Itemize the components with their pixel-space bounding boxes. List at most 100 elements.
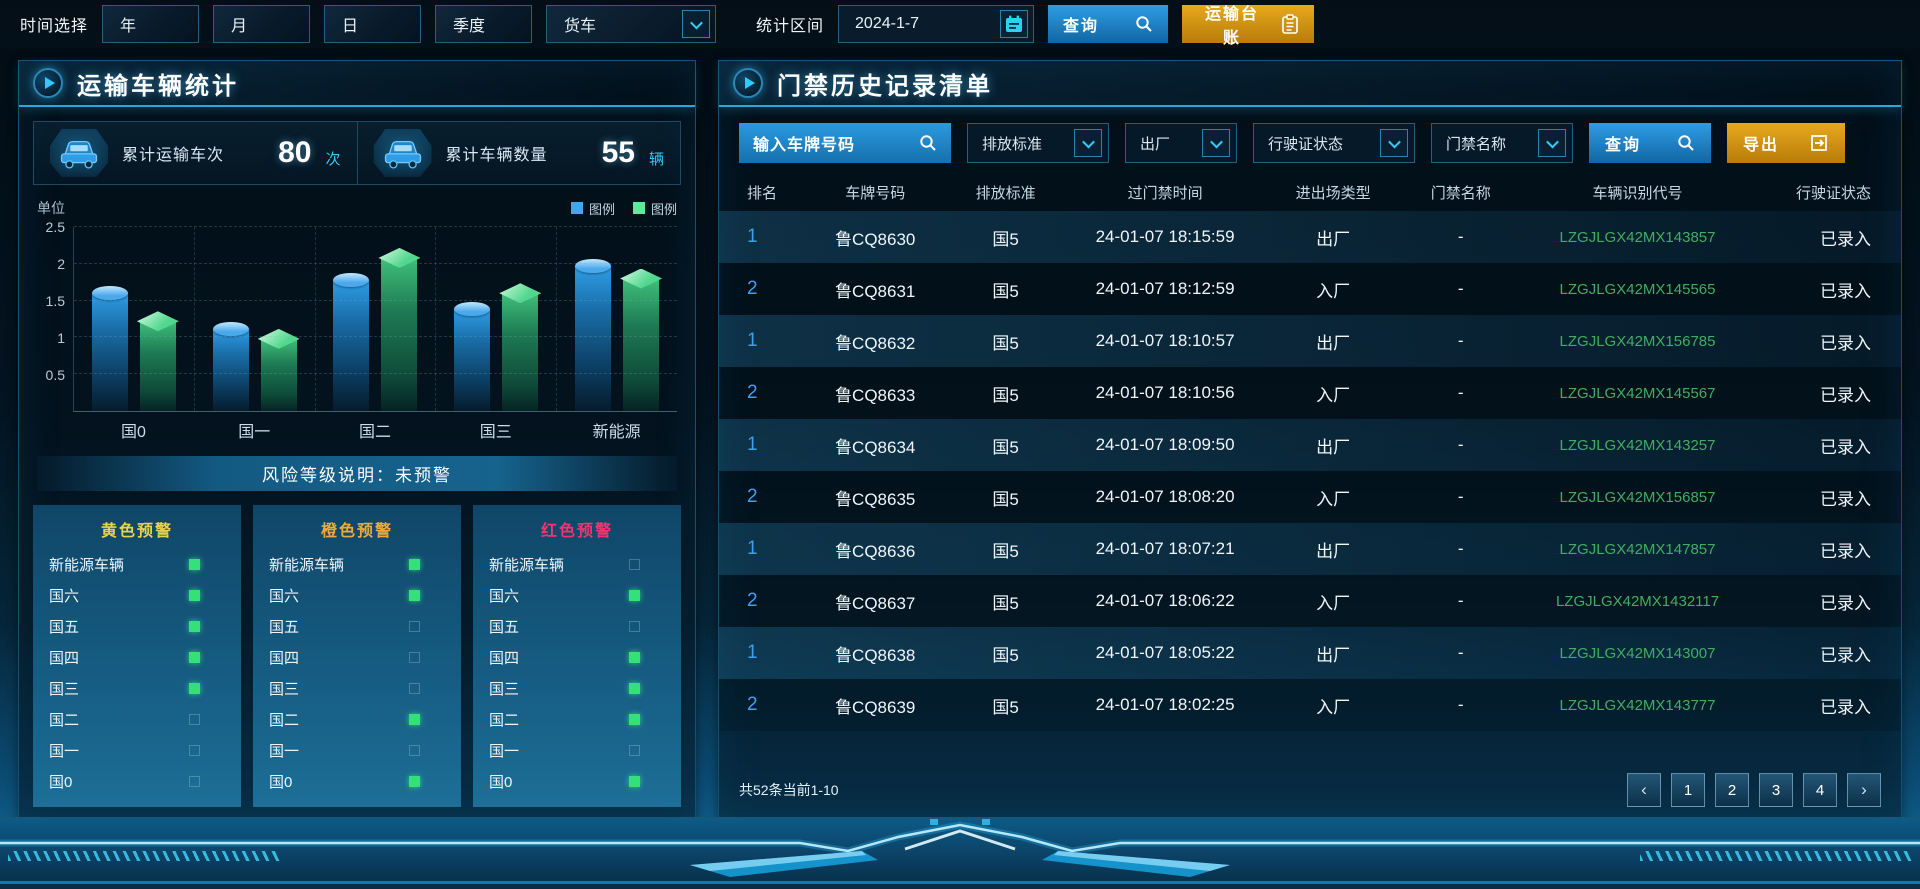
time-button-1[interactable]: 月 xyxy=(213,5,311,43)
page-button-1[interactable]: 1 xyxy=(1671,773,1705,807)
time-button-0[interactable]: 年 xyxy=(102,5,200,43)
cell-3: 24-01-07 18:10:57 xyxy=(1095,331,1235,350)
plate-search-input[interactable]: 输入车牌号码 xyxy=(739,123,951,163)
filter-dropdown-2[interactable]: 行驶证状态 xyxy=(1253,123,1415,163)
chevron-down-icon xyxy=(1202,129,1230,157)
cell-0: 2 xyxy=(747,278,758,299)
cell-3: 24-01-07 18:02:25 xyxy=(1095,695,1235,714)
export-button[interactable]: 导出 xyxy=(1727,123,1845,163)
cell-5: - xyxy=(1457,487,1464,506)
table-row-6[interactable]: 1 鲁CQ8636 国5 24-01-07 18:07:21 出厂 - LZGJLGX42M… xyxy=(719,523,1901,575)
indicator-on xyxy=(189,590,201,601)
warning-item: 新能源车辆 xyxy=(269,549,445,580)
warning-label: 国三 xyxy=(49,681,80,698)
calendar-icon[interactable] xyxy=(1000,10,1029,38)
chevron-down-icon xyxy=(1538,129,1566,157)
warning-item: 国五 xyxy=(49,611,225,642)
table-row-8[interactable]: 1 鲁CQ8638 国5 24-01-07 18:05:22 出厂 - LZGJLGX42M… xyxy=(719,627,1901,679)
filter-dropdown-label: 门禁名称 xyxy=(1446,135,1507,153)
warning-label: 国一 xyxy=(269,743,300,760)
bar-green-0 xyxy=(139,321,176,411)
x-tick-label-2: 国二 xyxy=(358,424,391,441)
table-query-button[interactable]: 查询 xyxy=(1589,123,1711,163)
stat-card-vehicles: 累计车辆数量 55 辆 xyxy=(356,122,681,184)
cell-4: 出厂 xyxy=(1316,541,1351,561)
chevron-glyph xyxy=(689,16,703,29)
cell-2: 国5 xyxy=(992,645,1019,665)
bar-blue-3 xyxy=(454,302,491,411)
table-row-2[interactable]: 1 鲁CQ8632 国5 24-01-07 18:10:57 出厂 - LZGJLGX42M… xyxy=(719,315,1901,367)
legend-swatch xyxy=(570,202,583,214)
filter-dropdown-label: 排放标准 xyxy=(982,135,1043,153)
cell-1: 鲁CQ8630 xyxy=(835,229,916,249)
stat-value: 80 xyxy=(278,136,312,169)
gridline xyxy=(74,373,677,375)
warning-column-0: 黄色预警 新能源车辆 国六 国五 国四 国三 国二 国一 国0 xyxy=(33,505,241,807)
prev-page-button[interactable]: ‹ xyxy=(1627,773,1661,807)
warning-item: 国一 xyxy=(489,735,665,766)
next-page-button[interactable]: › xyxy=(1847,773,1881,807)
warning-label: 新能源车辆 xyxy=(489,557,565,574)
page-button-4[interactable]: 4 xyxy=(1803,773,1837,807)
indicator-on xyxy=(629,776,641,787)
legend-item-0: 图例 xyxy=(570,199,615,218)
warning-label: 国六 xyxy=(49,588,80,605)
table-row-0[interactable]: 1 鲁CQ8630 国5 24-01-07 18:15:59 出厂 - LZGJLGX42M… xyxy=(719,211,1901,263)
table-row-9[interactable]: 2 鲁CQ8639 国5 24-01-07 18:02:25 入厂 - LZGJLGX42M… xyxy=(719,679,1901,731)
topbar: 时间选择 年月日季度 货车 统计区间 2024-1-7 查询 xyxy=(0,0,1920,48)
pagination-summary: 共52条当前1-10 xyxy=(739,782,839,798)
page-button-3[interactable]: 3 xyxy=(1759,773,1793,807)
column-header-7: 行驶证状态 xyxy=(1795,184,1871,202)
filter-dropdown-0[interactable]: 排放标准 xyxy=(967,123,1109,163)
stat-unit: 辆 xyxy=(648,150,664,168)
stat-card-trips: 累计运输车次 80 次 xyxy=(34,122,357,184)
indicator-on xyxy=(189,652,201,663)
warning-item: 国六 xyxy=(269,580,445,611)
table-row-3[interactable]: 2 鲁CQ8633 国5 24-01-07 18:10:56 入厂 - LZGJLGX42M… xyxy=(719,367,1901,419)
indicator-off xyxy=(189,745,201,756)
time-button-2[interactable]: 日 xyxy=(324,5,422,43)
warning-label: 国四 xyxy=(489,650,520,667)
footer-decoration xyxy=(0,817,1920,889)
vehicle-type-select[interactable]: 货车 xyxy=(546,5,717,43)
warning-item: 国五 xyxy=(269,611,445,642)
filter-dropdown-3[interactable]: 门禁名称 xyxy=(1431,123,1573,163)
indicator-on xyxy=(629,714,641,725)
table-row-1[interactable]: 2 鲁CQ8631 国5 24-01-07 18:12:59 入厂 - LZGJLGX42M… xyxy=(719,263,1901,315)
date-input[interactable]: 2024-1-7 xyxy=(838,5,1035,43)
table-row-4[interactable]: 1 鲁CQ8634 国5 24-01-07 18:09:50 出厂 - LZGJLGX42M… xyxy=(719,419,1901,471)
indicator-on xyxy=(629,590,641,601)
cell-4: 入厂 xyxy=(1316,593,1351,613)
warning-item: 国三 xyxy=(49,673,225,704)
legend-label: 图例 xyxy=(650,201,677,217)
ledger-button[interactable]: 运输台账 xyxy=(1182,5,1315,47)
table-row-5[interactable]: 2 鲁CQ8635 国5 24-01-07 18:08:20 入厂 - LZGJLGX42M… xyxy=(719,471,1901,523)
cell-6: LZGJLGX42MX145565 xyxy=(1559,280,1716,298)
plate-search-placeholder: 输入车牌号码 xyxy=(753,137,856,154)
car-glyph xyxy=(384,140,421,169)
warning-label: 国一 xyxy=(489,743,520,760)
indicator-off xyxy=(629,745,641,756)
table-row-7[interactable]: 2 鲁CQ8637 国5 24-01-07 18:06:22 入厂 - LZGJLGX42M… xyxy=(719,575,1901,627)
indicator-on xyxy=(629,683,641,694)
y-axis-unit-label: 单位 xyxy=(37,200,65,216)
y-tick: 2 xyxy=(57,256,65,272)
indicator-on xyxy=(629,652,641,663)
cell-2: 国5 xyxy=(992,593,1019,613)
warning-label: 国一 xyxy=(49,743,80,760)
warning-columns: 黄色预警 新能源车辆 国六 国五 国四 国三 国二 国一 国0 橙色预警 新能源车辆 国六 国五 国四 国三… xyxy=(33,505,681,807)
time-button-3[interactable]: 季度 xyxy=(435,5,533,43)
warning-item: 国一 xyxy=(269,735,445,766)
cell-4: 入厂 xyxy=(1316,697,1351,717)
plot-area xyxy=(73,226,677,412)
page-button-2[interactable]: 2 xyxy=(1715,773,1749,807)
stat-label: 累计运输车次 xyxy=(122,147,225,164)
cell-4: 出厂 xyxy=(1316,645,1351,665)
indicator-off xyxy=(189,714,201,725)
search-icon xyxy=(1678,135,1694,151)
gridline xyxy=(74,226,677,227)
filter-dropdown-1[interactable]: 出厂 xyxy=(1125,123,1237,163)
cell-6: LZGJLGX42MX1432117 xyxy=(1555,592,1720,610)
query-button[interactable]: 查询 xyxy=(1048,5,1169,43)
indicator-on xyxy=(409,714,421,725)
